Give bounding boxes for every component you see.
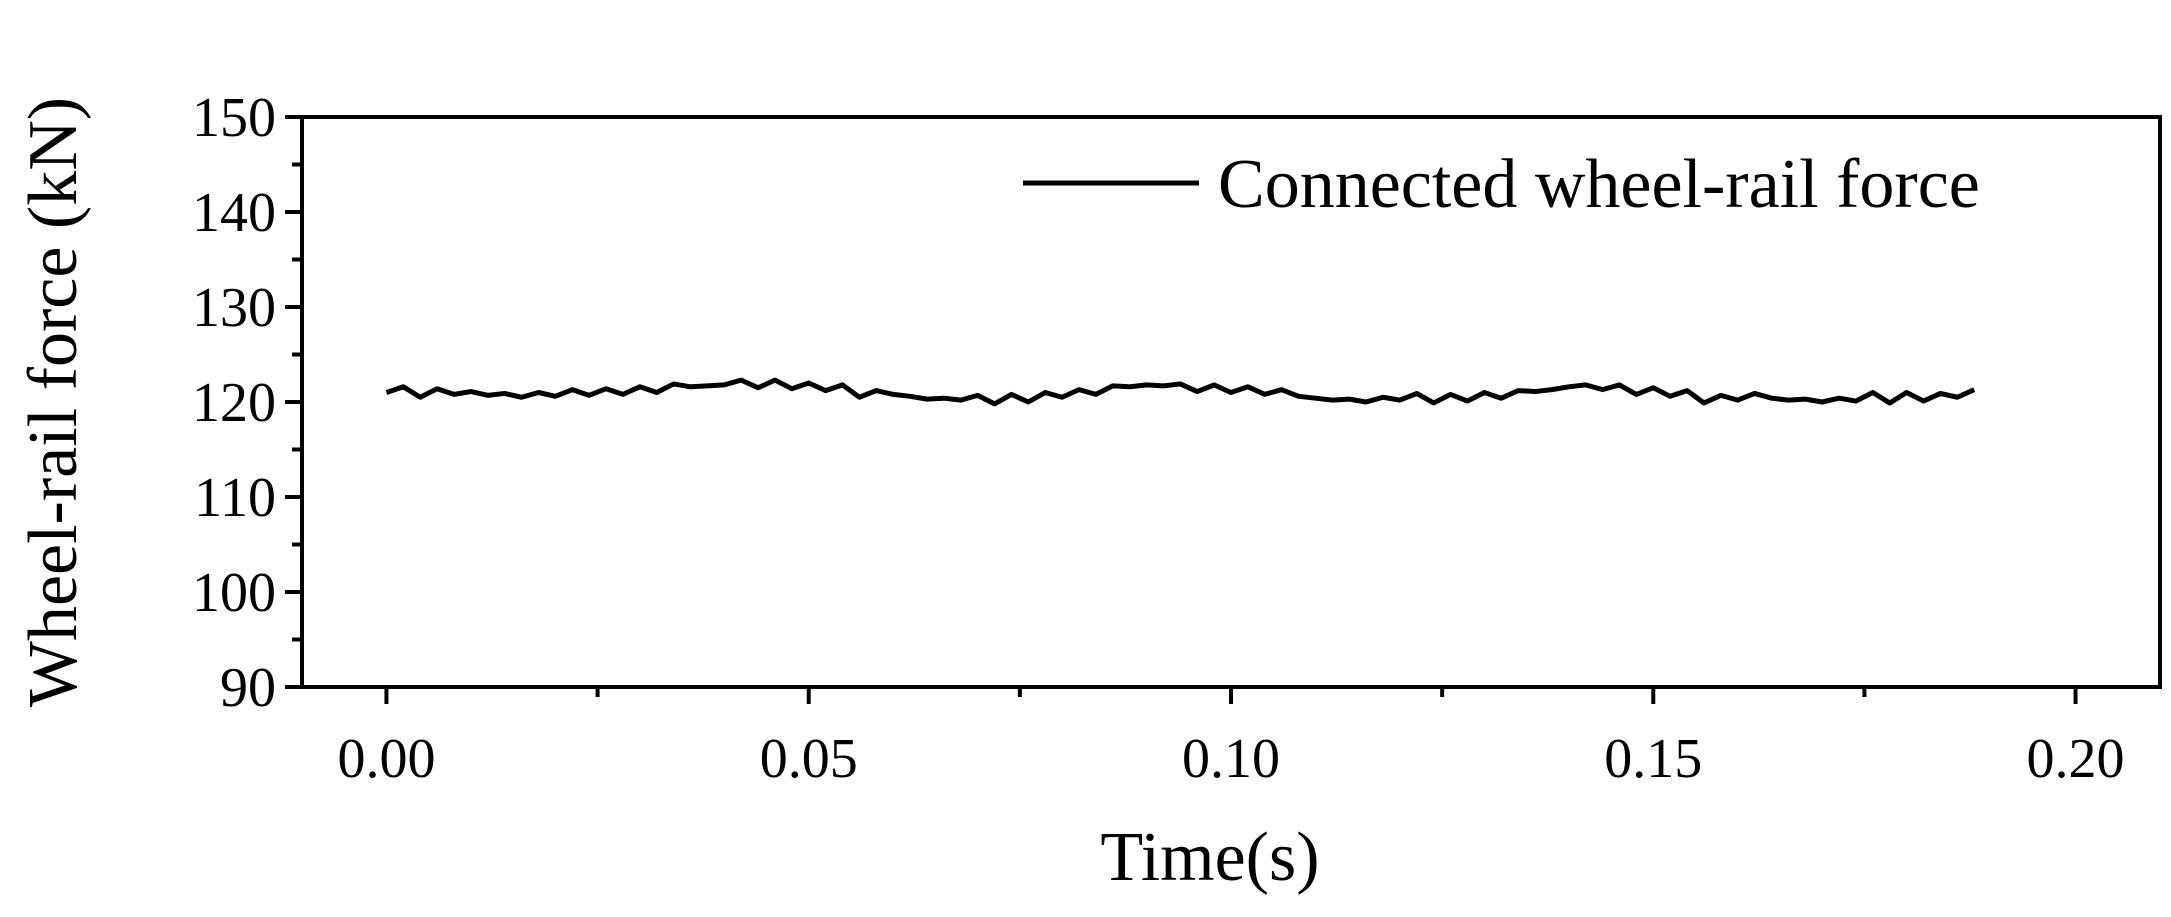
y-tick-label: 140 [192, 182, 276, 244]
data-line [385, 377, 1976, 407]
y-tick-label: 100 [192, 562, 276, 624]
x-tick-label: 0.05 [760, 728, 858, 790]
x-tick-label: 0.20 [2027, 728, 2125, 790]
x-axis-title: Time(s) [1100, 819, 1319, 896]
x-tick-label: 0.10 [1182, 728, 1280, 790]
y-tick-label: 120 [192, 372, 276, 434]
x-tick-label: 0.15 [1604, 728, 1702, 790]
y-tick-label: 130 [192, 277, 276, 339]
x-tick-label: 0.00 [337, 728, 435, 790]
y-tick-label: 110 [194, 467, 276, 529]
y-axis-title: Wheel-rail force (kN) [15, 97, 92, 707]
legend-label: Connected wheel-rail force [1218, 146, 1980, 223]
y-tick-label: 90 [220, 657, 276, 719]
y-tick-label: 150 [192, 87, 276, 149]
